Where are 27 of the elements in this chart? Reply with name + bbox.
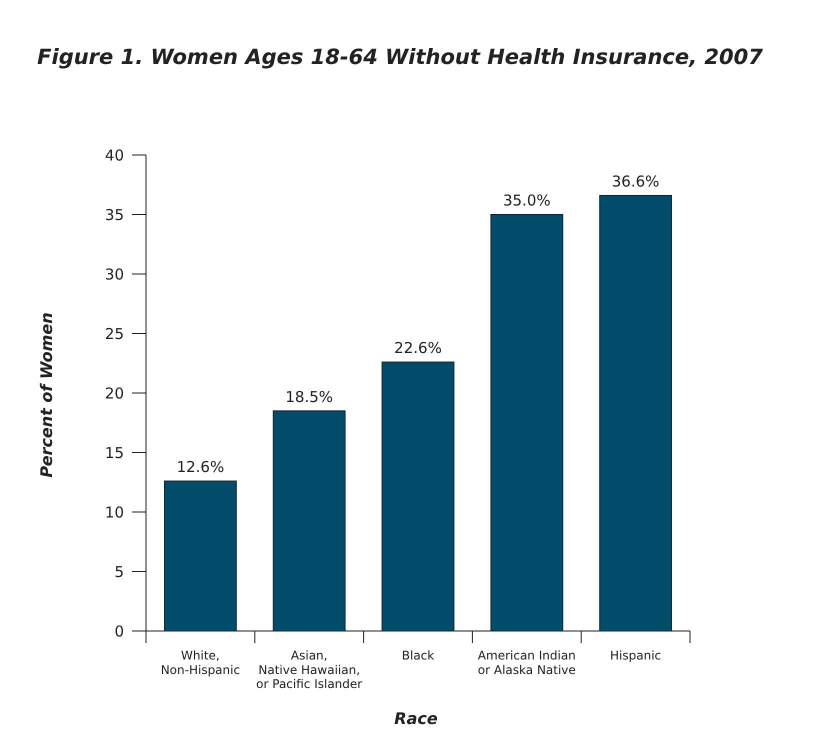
y-tick-label: 10 bbox=[104, 503, 124, 522]
data-label: 22.6% bbox=[394, 339, 442, 358]
y-tick-label: 20 bbox=[104, 384, 124, 402]
data-label: 35.0% bbox=[502, 192, 551, 210]
data-label: 12.6% bbox=[176, 458, 224, 476]
y-tick-label: 35 bbox=[104, 206, 124, 224]
bar bbox=[490, 214, 564, 632]
bar bbox=[599, 194, 672, 632]
x-tick-label: Hispanic bbox=[610, 648, 662, 662]
bar bbox=[164, 480, 237, 632]
y-tick-label: 25 bbox=[104, 324, 124, 343]
chart-title: Figure 1. Women Ages 18-64 Without Health Insurance, 2007 bbox=[37, 45, 764, 69]
y-tick-label: 30 bbox=[104, 265, 124, 284]
data-label: 18.5% bbox=[285, 388, 334, 406]
bar bbox=[272, 410, 346, 632]
y-tick-label: 40 bbox=[104, 146, 124, 164]
x-tick-label: Black bbox=[402, 648, 434, 662]
y-tick-label: 5 bbox=[114, 562, 124, 581]
x-axis-title: Race bbox=[394, 709, 438, 728]
y-tick-label: 0 bbox=[114, 622, 124, 640]
x-tick-label: Asian, Native Hawaiian, or Pacific Islander bbox=[256, 648, 362, 692]
y-axis-title: Percent of Women bbox=[37, 312, 56, 478]
bar bbox=[382, 362, 454, 632]
x-tick-label: American Indian or Alaska Native bbox=[478, 648, 576, 677]
x-tick-label: White, Non-Hispanic bbox=[160, 648, 240, 677]
y-tick-label: 15 bbox=[104, 444, 124, 462]
data-label: 36.6% bbox=[612, 172, 660, 190]
